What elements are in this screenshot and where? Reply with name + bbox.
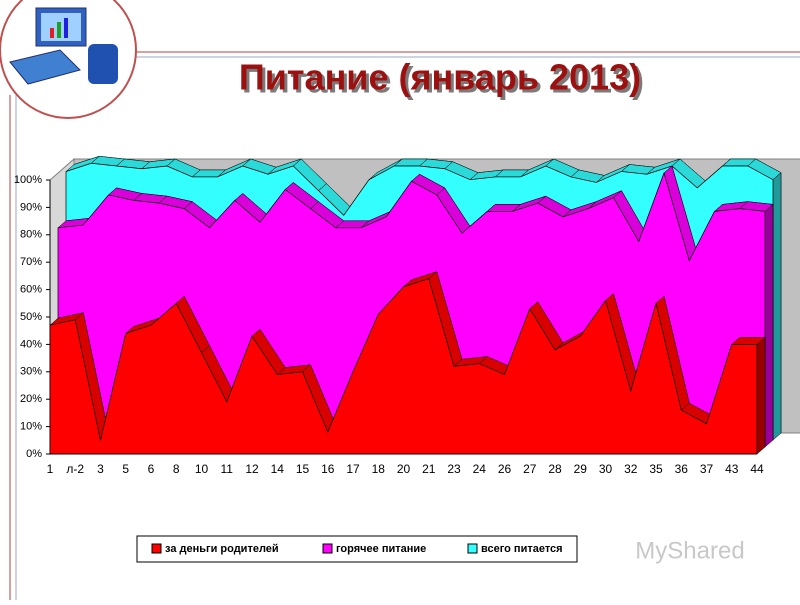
y-tick-label: 60% [20,284,42,296]
x-tick-label: 23 [447,462,461,476]
y-tick-label: 100% [14,174,42,186]
y-tick-label: 70% [20,256,42,268]
area-side [756,336,766,455]
x-tick-label: 37 [700,462,714,476]
x-tick-label: 43 [725,462,739,476]
x-tick-label: 28 [548,462,562,476]
x-tick-label: 6 [148,462,155,476]
chart-title: Питание (январь 2013) [239,57,641,98]
title-shadow: Питание (январь 2013) [242,60,644,101]
x-tick-label: 14 [271,462,285,476]
watermark: MyShared [635,537,744,564]
x-tick-label: 8 [173,462,180,476]
y-tick-label: 50% [20,311,42,323]
x-tick-label: 29 [574,462,588,476]
x-tick-label: л-2 [66,462,84,476]
x-tick-label: 24 [473,462,487,476]
x-tick-label: 20 [397,462,411,476]
plot-area: 0%10%20%30%40%50%60%70%80%90%100%1 л-2 3 5 6… [14,155,800,476]
legend-label: горячее питание [336,543,426,555]
legend-label: за деньги родителей [165,543,279,555]
area-side [764,203,774,448]
x-tick-label: 10 [195,462,209,476]
area-side [772,172,782,441]
logo-icon [9,7,118,85]
x-tick-label: 30 [599,462,613,476]
x-tick-label: 16 [321,462,335,476]
x-tick-label: 3 [97,462,104,476]
x-tick-label: 27 [523,462,537,476]
legend-swatch [322,543,333,554]
x-tick-label: 11 [221,462,234,476]
legend-items: за деньги родителей горячее питание всего … [151,543,563,555]
y-tick-label: 10% [20,421,42,433]
x-tick-label: 32 [624,462,638,476]
x-tick-label: 35 [649,462,663,476]
x-tick-label: 17 [346,462,360,476]
x-tick-label: 26 [498,462,512,476]
x-tick-label: 21 [422,462,436,476]
y-tick-label: 0% [26,448,42,460]
y-tick-label: 20% [20,393,42,405]
x-tick-label: 15 [296,462,310,476]
y-tick-label: 90% [20,201,42,213]
x-tick-label: 12 [245,462,259,476]
legend-swatch [467,543,478,554]
x-tick-label: 44 [750,462,764,476]
x-tick-label: 5 [122,462,129,476]
y-tick-label: 40% [20,338,42,350]
legend-swatch [151,543,162,554]
x-tick-label: 18 [372,462,386,476]
legend-label: всего питается [481,543,563,555]
y-tick-label: 80% [20,229,42,241]
x-tick-label: 36 [675,462,689,476]
y-tick-label: 30% [20,366,42,378]
legend [136,535,578,563]
area [49,278,758,455]
x-tick-label: 1 [47,462,54,476]
